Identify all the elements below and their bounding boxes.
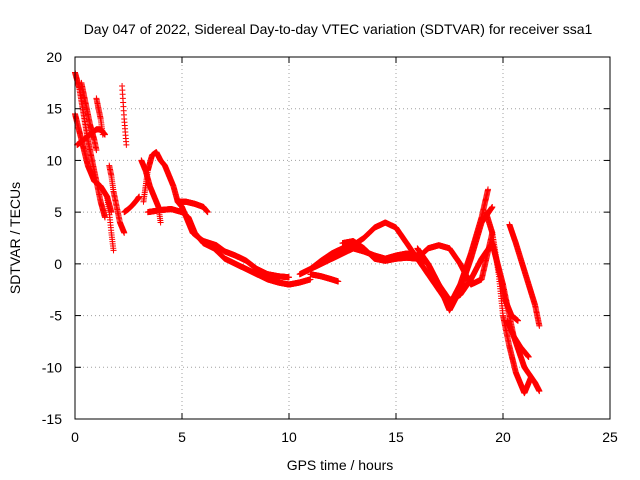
y-tick-label: -5 bbox=[50, 308, 63, 324]
x-tick-label: 5 bbox=[178, 429, 186, 445]
data-point-plus-icon bbox=[335, 278, 342, 285]
y-tick-label: -15 bbox=[42, 411, 62, 427]
data-point-plus-icon bbox=[527, 374, 534, 381]
data-point-plus-icon bbox=[157, 219, 164, 226]
x-tick-label: 10 bbox=[281, 429, 297, 445]
data-point-plus-icon bbox=[93, 147, 100, 154]
y-tick-label: 5 bbox=[54, 204, 62, 220]
data-point-plus-icon bbox=[136, 193, 143, 200]
data-point-plus-icon bbox=[514, 317, 521, 324]
data-point-plus-icon bbox=[123, 141, 130, 148]
data-point-plus-icon bbox=[536, 388, 543, 395]
x-tick-label: 20 bbox=[495, 429, 511, 445]
data-point-plus-icon bbox=[110, 247, 117, 254]
data-point-plus-icon bbox=[204, 209, 211, 216]
y-tick-label: 15 bbox=[46, 101, 62, 117]
data-point-plus-icon bbox=[485, 186, 492, 193]
data-point-plus-icon bbox=[286, 274, 292, 281]
grid-lines bbox=[75, 57, 610, 419]
data-points bbox=[72, 69, 543, 397]
data-point-plus-icon bbox=[489, 203, 496, 210]
x-tick-label: 25 bbox=[602, 429, 618, 445]
data-point-plus-icon bbox=[307, 276, 314, 283]
chart-title: Day 047 of 2022, Sidereal Day-to-day VTE… bbox=[84, 21, 593, 37]
y-tick-label: 20 bbox=[46, 49, 62, 65]
y-tick-label: 0 bbox=[54, 256, 62, 272]
data-point-plus-icon bbox=[99, 131, 106, 138]
x-tick-label: 0 bbox=[71, 429, 79, 445]
data-point-plus-icon bbox=[121, 229, 128, 236]
y-tick-label: -10 bbox=[42, 359, 62, 375]
x-tick-label: 15 bbox=[388, 429, 404, 445]
y-tick-label: 10 bbox=[46, 152, 62, 168]
